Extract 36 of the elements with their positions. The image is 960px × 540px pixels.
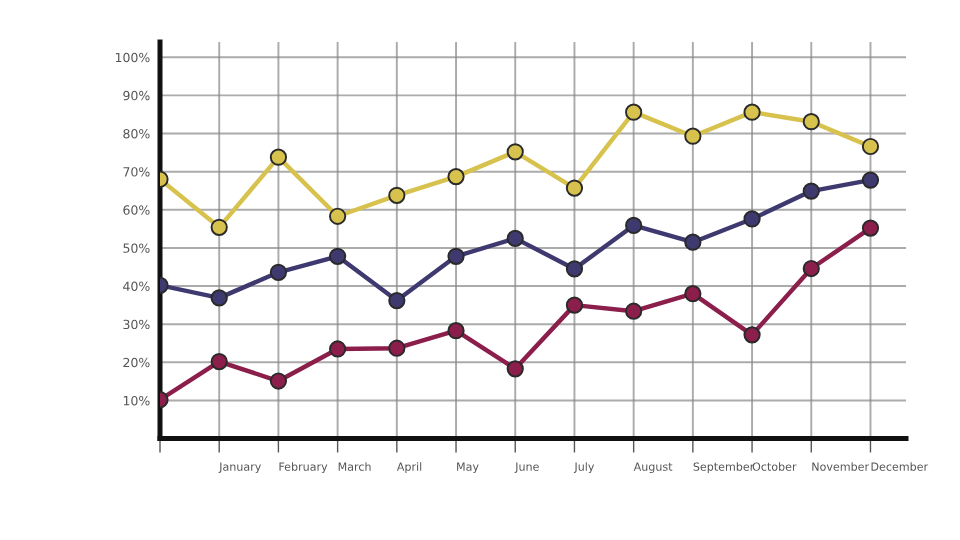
point: [684, 127, 702, 145]
point: [269, 263, 288, 281]
point: [388, 339, 406, 357]
point: [861, 219, 880, 237]
point: [743, 103, 761, 121]
point: [802, 182, 820, 200]
point: [625, 216, 643, 235]
point: [447, 247, 465, 265]
point: [329, 247, 347, 265]
point: [447, 168, 465, 186]
point: [743, 210, 761, 228]
point: [447, 322, 465, 340]
point: [388, 291, 406, 310]
point: [506, 229, 524, 247]
point: [565, 179, 584, 197]
point: [743, 326, 761, 344]
point: [388, 186, 406, 204]
point: [329, 207, 347, 225]
point: [802, 259, 820, 278]
point: [684, 285, 702, 303]
point: [861, 171, 880, 189]
point: [684, 233, 702, 251]
point: [565, 296, 584, 314]
point: [506, 360, 524, 378]
point: [329, 340, 347, 358]
point: [625, 103, 643, 121]
point: [802, 113, 820, 131]
point: [565, 260, 584, 278]
point: [210, 218, 228, 236]
point: [269, 372, 288, 390]
point: [269, 148, 288, 166]
point: [210, 289, 228, 307]
point: [210, 352, 228, 371]
point: [861, 137, 880, 156]
point: [625, 302, 643, 320]
point: [506, 143, 524, 161]
